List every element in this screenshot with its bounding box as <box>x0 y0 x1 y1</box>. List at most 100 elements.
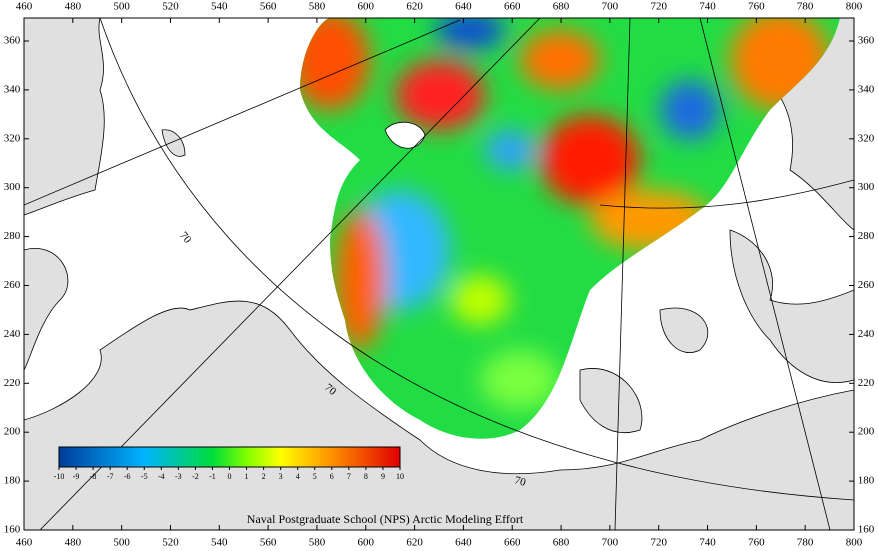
land <box>161 129 186 157</box>
y-tick-label: 340 <box>4 83 21 95</box>
land <box>729 229 854 383</box>
colorbar-tick-label: -4 <box>158 472 165 481</box>
y-tick-label: 160 <box>4 524 21 536</box>
x-tick-label: 580 <box>309 537 326 549</box>
colorbar-tick-label: -6 <box>124 472 131 481</box>
colorbar-tick-label: -5 <box>141 472 148 481</box>
x-tick-label: 500 <box>113 537 130 549</box>
x-tick-label: 680 <box>553 1 570 13</box>
land <box>579 368 643 434</box>
y-tick-label: 220 <box>858 377 875 389</box>
x-tick-label: 580 <box>309 1 326 13</box>
land <box>24 248 69 371</box>
land <box>24 18 105 216</box>
colorbar-tick-label: -1 <box>209 472 216 481</box>
y-tick-label: 300 <box>4 181 21 193</box>
y-tick-label: 220 <box>4 377 21 389</box>
y-tick-label: 240 <box>858 328 875 340</box>
land <box>24 300 854 530</box>
x-tick-label: 700 <box>602 537 619 549</box>
x-tick-label: 720 <box>650 1 667 13</box>
colorbar-tick-label: 8 <box>364 472 368 481</box>
y-tick-label: 340 <box>858 83 875 95</box>
colorbar-tick-label: 1 <box>245 472 249 481</box>
colorbar-tick-label: 6 <box>330 472 334 481</box>
latitude-line <box>99 18 854 501</box>
colorbar-tick-label: -8 <box>90 472 97 481</box>
x-tick-label: 620 <box>406 537 423 549</box>
temperature-field <box>300 18 840 439</box>
x-tick-label: 760 <box>748 1 765 13</box>
colorbar-tick-label: 3 <box>279 472 283 481</box>
land <box>659 307 709 353</box>
x-tick-label: 540 <box>211 537 228 549</box>
y-tick-label: 180 <box>858 475 875 487</box>
colorbar-tick-label: 2 <box>262 472 266 481</box>
colorbar-tick-label: -7 <box>107 472 114 481</box>
colorbar-tick-label: -10 <box>54 472 65 481</box>
x-tick-label: 720 <box>650 537 667 549</box>
x-tick-label: 660 <box>504 1 521 13</box>
y-tick-label: 280 <box>858 230 875 242</box>
y-tick-label: 240 <box>4 328 21 340</box>
longitude-line <box>699 18 831 530</box>
colorbar-tick-label: -3 <box>175 472 182 481</box>
frame <box>23 17 855 531</box>
x-tick-label: 700 <box>602 1 619 13</box>
x-tick-label: 520 <box>162 537 179 549</box>
x-tick-label: 660 <box>504 537 521 549</box>
y-tick-label: 360 <box>858 35 875 47</box>
x-tick-label: 740 <box>699 1 716 13</box>
x-tick-label: 480 <box>65 1 82 13</box>
y-tick-label: 180 <box>4 475 21 487</box>
x-tick-label: 780 <box>797 1 814 13</box>
x-tick-label: 480 <box>65 537 82 549</box>
y-tick-label: 360 <box>4 35 21 47</box>
x-tick-label: 640 <box>455 1 472 13</box>
latitude-line <box>599 179 854 209</box>
x-tick-label: 600 <box>358 537 375 549</box>
y-tick-label: 200 <box>4 426 21 438</box>
x-tick-label: 600 <box>358 1 375 13</box>
x-tick-label: 620 <box>406 1 423 13</box>
y-tick-label: 320 <box>4 132 21 144</box>
x-tick-label: 680 <box>553 537 570 549</box>
x-tick-label: 760 <box>748 537 765 549</box>
colorbar <box>58 446 401 468</box>
x-tick-label: 460 <box>16 1 33 13</box>
longitude-line <box>614 18 631 530</box>
contour-label: 70 <box>513 474 527 489</box>
y-tick-label: 260 <box>858 279 875 291</box>
colorbar-tick-label: -9 <box>73 472 80 481</box>
longitude-line <box>24 19 461 206</box>
x-tick-label: 560 <box>260 1 277 13</box>
x-tick-label: 520 <box>162 1 179 13</box>
colorbar-tick-label: -2 <box>192 472 199 481</box>
x-tick-label: 560 <box>260 537 277 549</box>
x-tick-label: 800 <box>846 537 863 549</box>
x-tick-label: 800 <box>846 1 863 13</box>
longitude-line <box>39 18 541 530</box>
y-tick-label: 200 <box>858 426 875 438</box>
y-tick-label: 160 <box>858 524 875 536</box>
y-tick-label: 280 <box>4 230 21 242</box>
x-tick-label: 780 <box>797 537 814 549</box>
colorbar-tick-label: 9 <box>381 472 385 481</box>
x-tick-label: 500 <box>113 1 130 13</box>
colorbar-tick-label: 5 <box>313 472 317 481</box>
y-tick-label: 320 <box>858 132 875 144</box>
x-tick-label: 740 <box>699 537 716 549</box>
colorbar-tick-label: 7 <box>347 472 351 481</box>
y-tick-label: 300 <box>858 181 875 193</box>
island <box>384 121 426 149</box>
colorbar-tick-label: 4 <box>296 472 300 481</box>
x-tick-label: 640 <box>455 537 472 549</box>
credit: Naval Postgraduate School (NPS) Arctic M… <box>247 512 524 526</box>
colorbar-tick-label: 10 <box>396 472 404 481</box>
y-tick-label: 260 <box>4 279 21 291</box>
contour-label: 70 <box>177 230 194 247</box>
x-tick-label: 460 <box>16 537 33 549</box>
colorbar-tick-label: 0 <box>228 472 232 481</box>
x-tick-label: 540 <box>211 1 228 13</box>
